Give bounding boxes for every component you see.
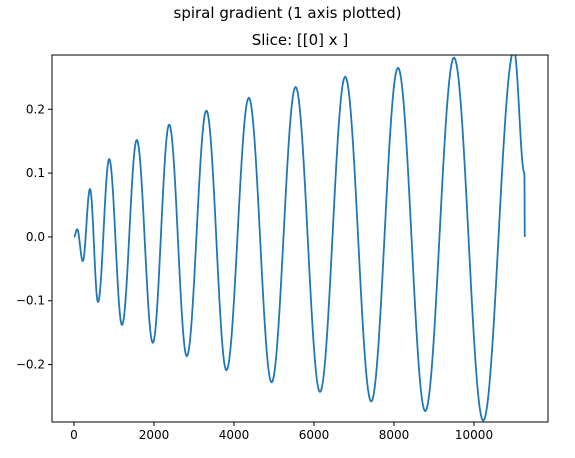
y-tick-label: −0.1 [16,294,45,308]
axes-title: Slice: [[0] x ] [251,31,349,49]
x-tick-label: 10000 [455,428,493,442]
figure-suptitle: spiral gradient (1 axis plotted) [173,4,402,22]
x-tick-label: 2000 [139,428,170,442]
x-tick-label: 0 [70,428,78,442]
x-tick-label: 4000 [219,428,250,442]
y-tick-label: −0.2 [16,358,45,372]
axes-frame [51,54,549,423]
y-tick-label: 0.2 [26,102,45,116]
series-line [73,55,526,422]
y-tick-label: 0.1 [26,166,45,180]
y-tick-label: 0.0 [26,230,45,244]
x-tick-label: 6000 [299,428,330,442]
x-tick-label: 8000 [379,428,410,442]
